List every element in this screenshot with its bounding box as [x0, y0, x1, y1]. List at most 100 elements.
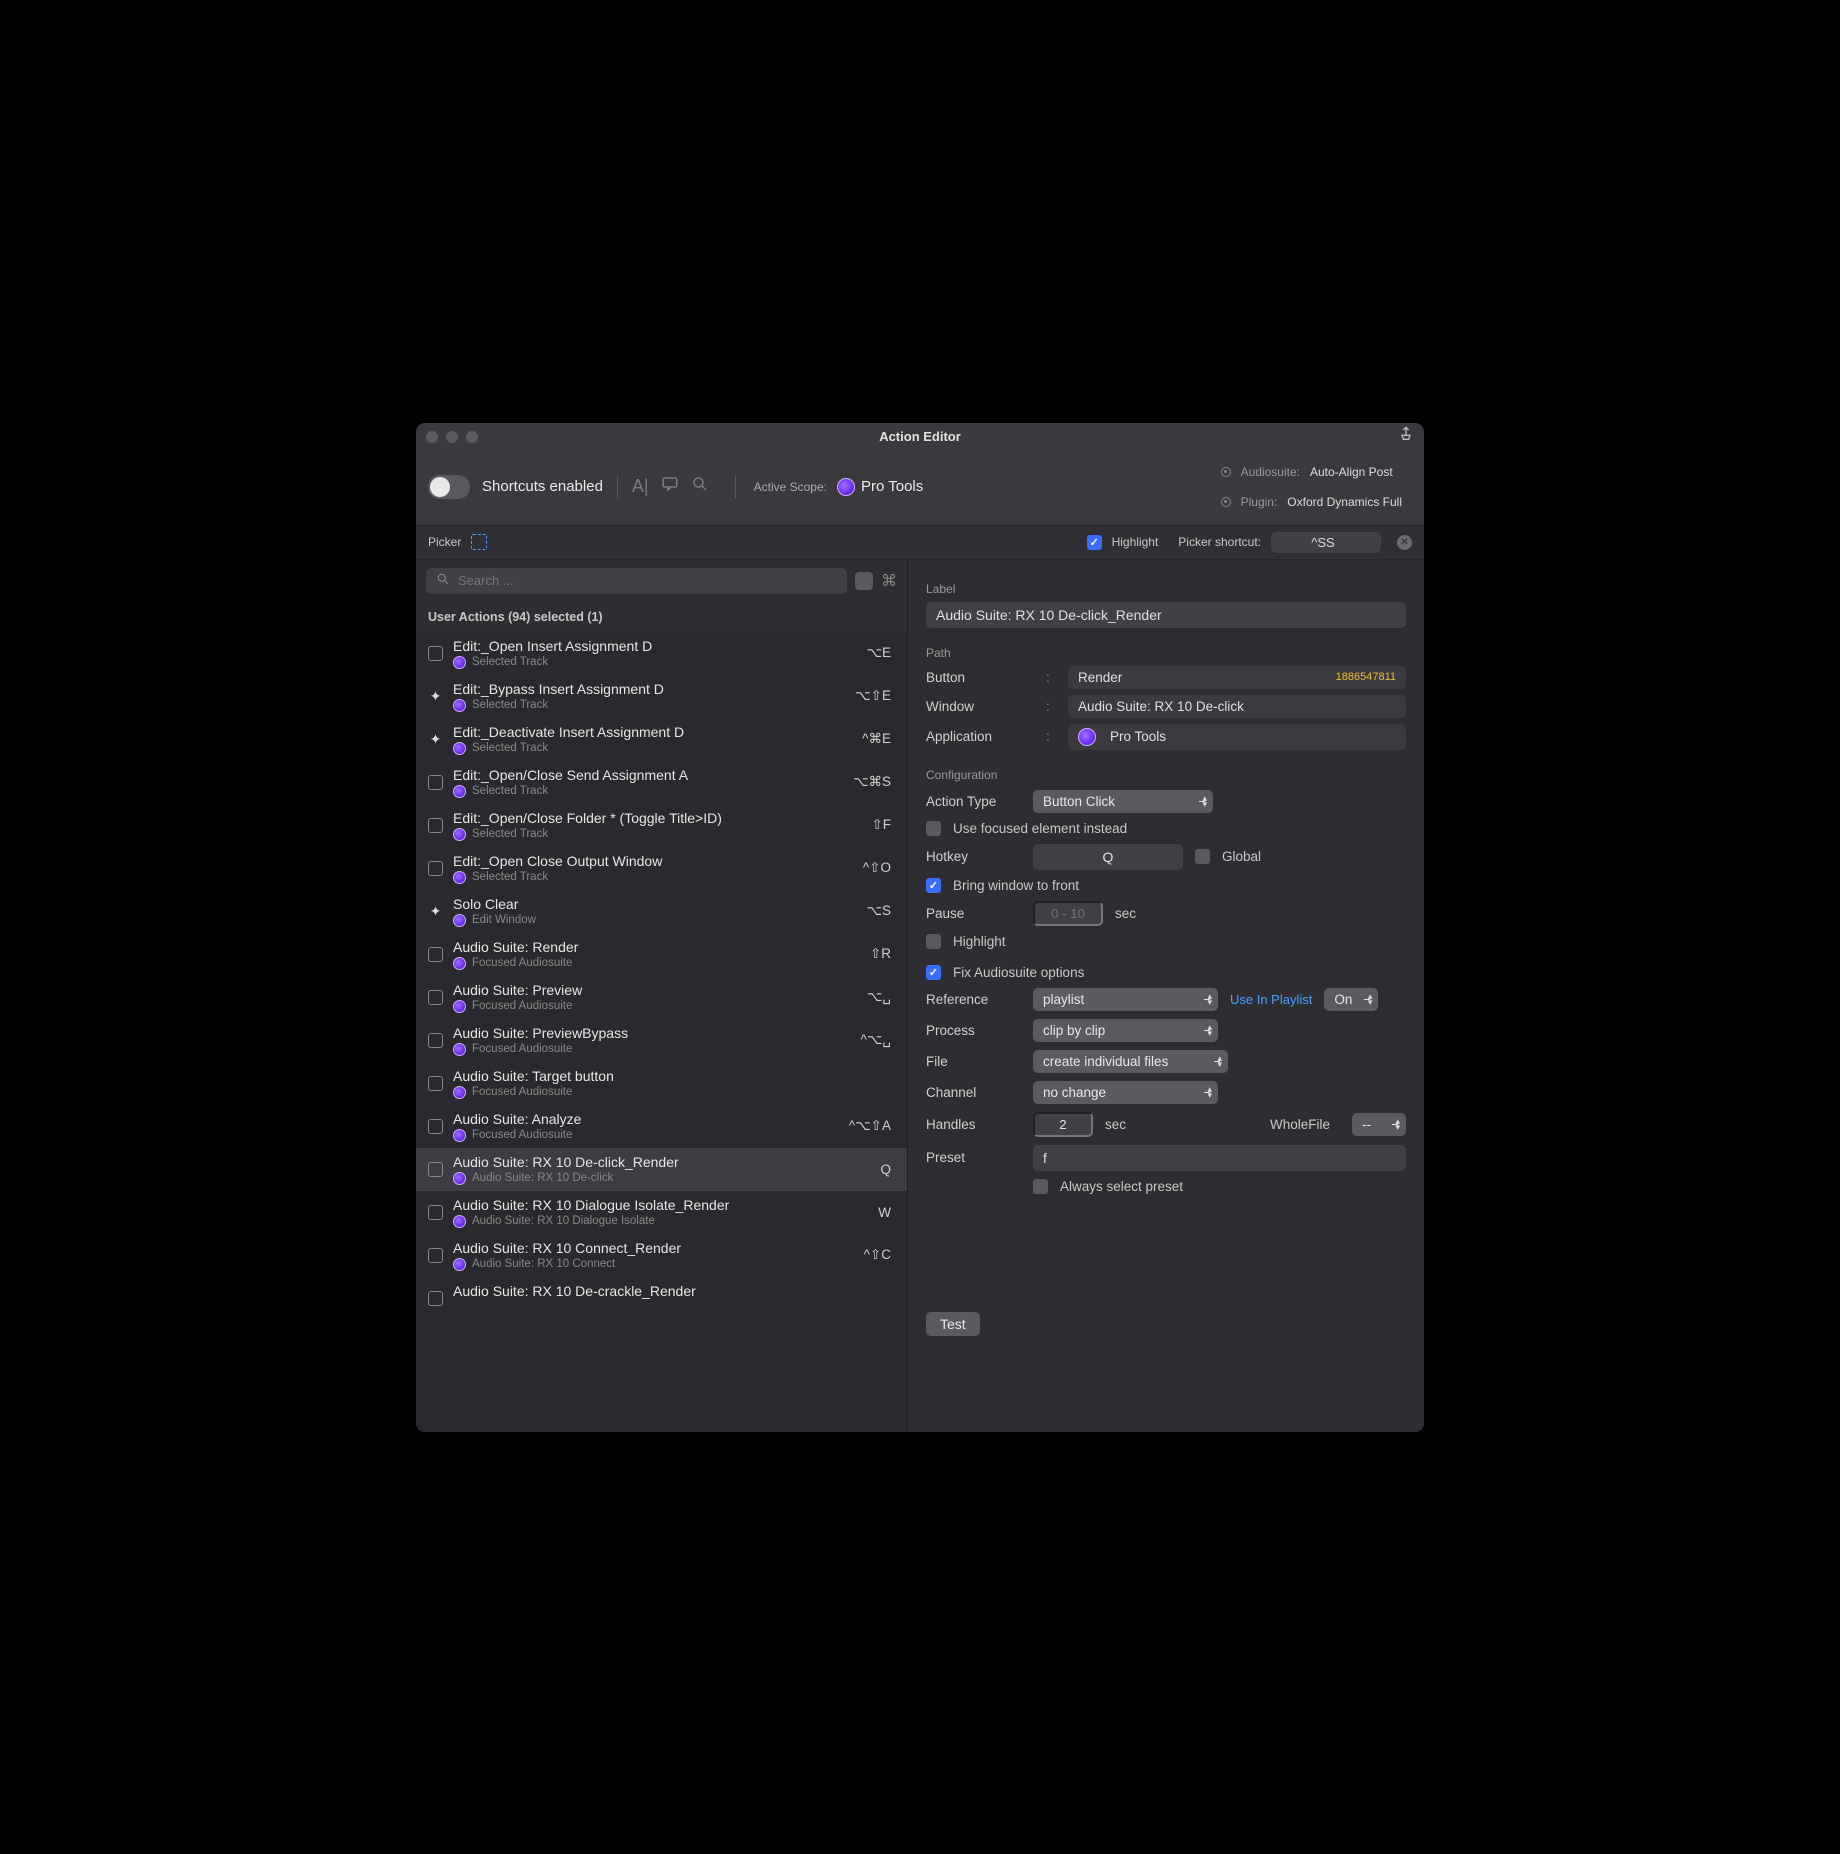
row-checkbox[interactable] [428, 775, 443, 790]
comment-icon[interactable] [661, 475, 679, 498]
row-checkbox[interactable] [428, 947, 443, 962]
row-info: Audio Suite: RX 10 De-crackle_Render [453, 1283, 881, 1314]
row-sub: Focused Audiosuite [453, 957, 860, 970]
row-checkbox[interactable] [428, 990, 443, 1005]
clear-shortcut-icon[interactable]: ✕ [1397, 535, 1412, 550]
row-checkbox[interactable] [428, 861, 443, 876]
action-row[interactable]: ✦Edit:_Bypass Insert Assignment DSelecte… [416, 675, 907, 718]
action-row[interactable]: ✦Solo ClearEdit Window⌥S [416, 890, 907, 933]
action-row[interactable]: ✦Edit:_Deactivate Insert Assignment DSel… [416, 718, 907, 761]
action-type-select[interactable]: Button Click ▴▾ [1033, 790, 1213, 813]
row-checkbox[interactable] [428, 818, 443, 833]
protools-icon [453, 656, 466, 669]
filter-toggle[interactable] [855, 572, 873, 590]
channel-select[interactable]: no change ▴▾ [1033, 1081, 1218, 1104]
preset-input[interactable] [1033, 1145, 1406, 1171]
row-sub: Focused Audiosuite [453, 1000, 857, 1013]
spark-icon: ✦ [428, 731, 443, 748]
picker-shortcut-label: Picker shortcut: [1178, 535, 1261, 549]
path-button-field[interactable]: Render 1886547811 [1068, 666, 1406, 689]
highlight-checkbox[interactable]: ✓ [1087, 535, 1102, 550]
row-checkbox[interactable] [428, 1291, 443, 1306]
picker-icon[interactable] [471, 534, 487, 550]
highlight-config-label: Highlight [953, 934, 1006, 949]
shortcuts-toggle[interactable] [428, 475, 470, 499]
action-list[interactable]: Edit:_Open Insert Assignment DSelected T… [416, 632, 907, 1432]
on-value: On [1334, 992, 1352, 1007]
fix-audiosuite-checkbox[interactable]: ✓ [926, 965, 941, 980]
action-row[interactable]: Audio Suite: RenderFocused Audiosuite⇧R [416, 933, 907, 976]
handles-input[interactable] [1033, 1112, 1093, 1137]
action-row[interactable]: Audio Suite: RX 10 Connect_RenderAudio S… [416, 1234, 907, 1277]
text-tool-icon[interactable]: A| [632, 476, 649, 497]
use-in-playlist-link[interactable]: Use In Playlist [1230, 992, 1312, 1007]
action-row[interactable]: Edit:_Open/Close Folder * (Toggle Title>… [416, 804, 907, 847]
row-sub: Focused Audiosuite [453, 1043, 851, 1056]
row-name: Audio Suite: RX 10 Dialogue Isolate_Rend… [453, 1197, 868, 1213]
path-button-label: Button [926, 670, 1036, 685]
picker-shortcut-field[interactable]: ^SS [1271, 532, 1381, 553]
highlight-checkbox-config[interactable] [926, 934, 941, 949]
action-row[interactable]: Edit:_Open Close Output WindowSelected T… [416, 847, 907, 890]
row-name: Audio Suite: Target button [453, 1068, 881, 1084]
row-name: Audio Suite: Render [453, 939, 860, 955]
process-select[interactable]: clip by clip ▴▾ [1033, 1019, 1218, 1042]
protools-icon [453, 1043, 466, 1056]
action-row[interactable]: Audio Suite: AnalyzeFocused Audiosuite^⌥… [416, 1105, 907, 1148]
row-checkbox[interactable] [428, 1248, 443, 1263]
global-checkbox[interactable] [1195, 849, 1210, 864]
label-input[interactable] [926, 602, 1406, 628]
row-shortcut: W [878, 1205, 897, 1220]
bring-front-checkbox[interactable]: ✓ [926, 878, 941, 893]
path-window-label: Window [926, 699, 1036, 714]
row-sub: Selected Track [453, 828, 861, 841]
row-info: Audio Suite: RX 10 De-click_RenderAudio … [453, 1154, 870, 1185]
left-panel: ⌘ User Actions (94) selected (1) Edit:_O… [416, 560, 908, 1432]
audiosuite-value: Auto-Align Post [1310, 465, 1393, 479]
file-select[interactable]: create individual files ▴▾ [1033, 1050, 1228, 1073]
cmd-icon[interactable]: ⌘ [881, 571, 897, 591]
test-button[interactable]: Test [926, 1312, 980, 1336]
wholefile-select[interactable]: -- ▴▾ [1352, 1113, 1406, 1136]
on-select[interactable]: On ▴▾ [1324, 988, 1378, 1011]
action-row[interactable]: Audio Suite: RX 10 De-crackle_Render [416, 1277, 907, 1320]
path-window-field[interactable]: Audio Suite: RX 10 De-click [1068, 695, 1406, 718]
search-input[interactable] [458, 573, 837, 588]
row-checkbox[interactable] [428, 1162, 443, 1177]
wholefile-label: WholeFile [1270, 1117, 1330, 1132]
action-type-value: Button Click [1043, 794, 1115, 809]
action-row[interactable]: Audio Suite: PreviewBypassFocused Audios… [416, 1019, 907, 1062]
action-row[interactable]: Edit:_Open Insert Assignment DSelected T… [416, 632, 907, 675]
window-title: Action Editor [416, 429, 1424, 444]
search-icon[interactable] [691, 475, 709, 498]
file-value: create individual files [1043, 1054, 1168, 1069]
row-info: Audio Suite: PreviewBypassFocused Audios… [453, 1025, 851, 1056]
row-checkbox[interactable] [428, 1205, 443, 1220]
reference-select[interactable]: playlist ▴▾ [1033, 988, 1218, 1011]
action-row[interactable]: Edit:_Open/Close Send Assignment ASelect… [416, 761, 907, 804]
action-row[interactable]: Audio Suite: RX 10 De-click_RenderAudio … [416, 1148, 907, 1191]
highlight-label: Highlight [1112, 535, 1159, 549]
search-box[interactable] [426, 568, 847, 594]
action-row[interactable]: Audio Suite: RX 10 Dialogue Isolate_Rend… [416, 1191, 907, 1234]
target-icon[interactable] [1221, 497, 1231, 507]
protools-icon [453, 957, 466, 970]
path-application-field[interactable]: Pro Tools [1068, 724, 1406, 750]
action-row[interactable]: Audio Suite: PreviewFocused Audiosuite⌥␣ [416, 976, 907, 1019]
wholefile-value: -- [1362, 1117, 1371, 1132]
target-icon[interactable] [1221, 467, 1231, 477]
row-checkbox[interactable] [428, 1076, 443, 1091]
divider [735, 476, 736, 498]
channel-value: no change [1043, 1085, 1106, 1100]
action-row[interactable]: Audio Suite: Target buttonFocused Audios… [416, 1062, 907, 1105]
config-heading: Configuration [926, 768, 1406, 782]
hotkey-field[interactable]: Q [1033, 844, 1183, 870]
detail-panel: Label Path Button : Render 1886547811 Wi… [908, 560, 1424, 1432]
row-checkbox[interactable] [428, 1033, 443, 1048]
pause-input[interactable] [1033, 901, 1103, 926]
row-checkbox[interactable] [428, 1119, 443, 1134]
always-select-checkbox[interactable] [1033, 1179, 1048, 1194]
row-shortcut: ^⌥␣ [861, 1032, 897, 1048]
use-focused-checkbox[interactable] [926, 821, 941, 836]
row-checkbox[interactable] [428, 646, 443, 661]
